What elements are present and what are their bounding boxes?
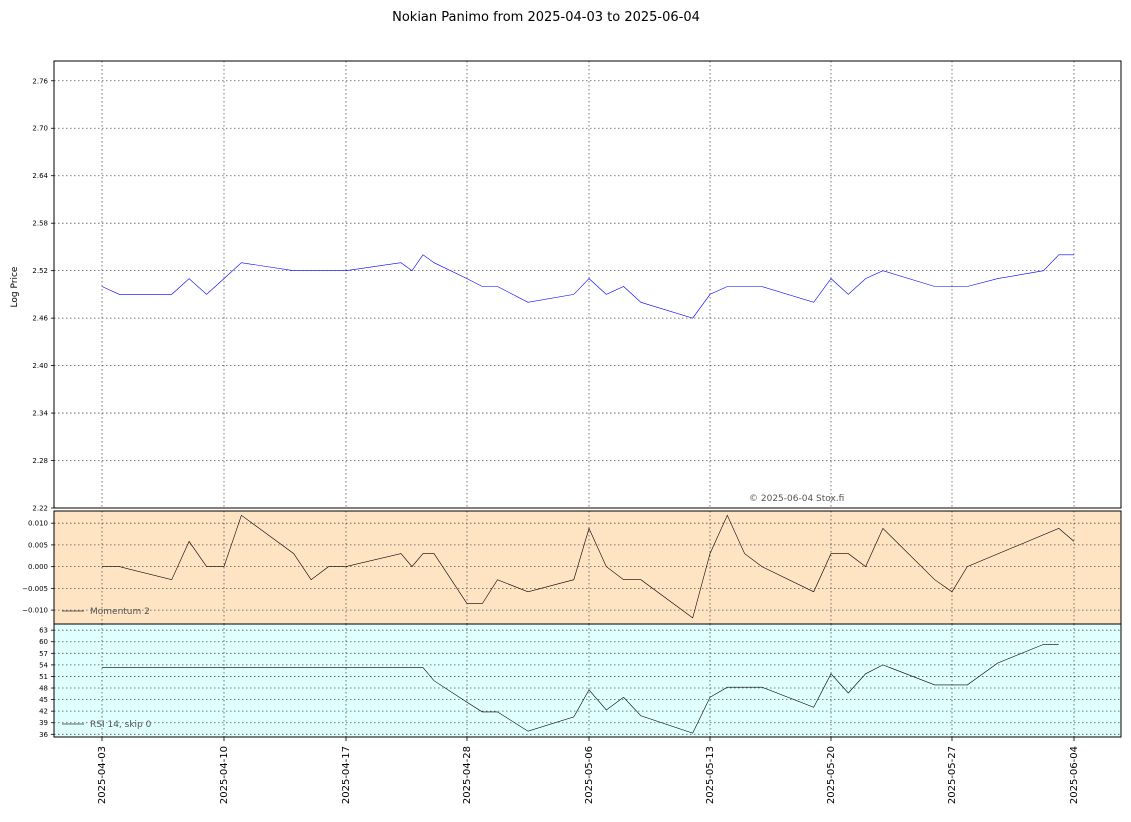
y-tick-label: 0.010 (28, 520, 48, 528)
copyright-label: © 2025-06-04 Stox.fi (749, 494, 844, 504)
chart-title: Nokian Panimo from 2025-04-03 to 2025-06… (392, 10, 700, 25)
legend-label: RSI 14, skip 0 (90, 720, 152, 730)
y-axis-label: Log Price (10, 266, 20, 307)
x-tick-label: 2025-05-20 (826, 746, 837, 804)
y-tick-label: 2.22 (32, 505, 48, 513)
x-tick-label: 2025-04-28 (462, 746, 473, 804)
x-tick-label: 2025-05-06 (584, 746, 595, 804)
y-tick-label: 63 (39, 627, 48, 635)
y-tick-label: 57 (39, 650, 48, 658)
y-tick-label: 36 (39, 731, 48, 739)
x-tick-label: 2025-04-17 (341, 746, 352, 804)
y-tick-label: 39 (39, 719, 48, 727)
series-line (102, 644, 1059, 734)
panel-background (54, 61, 1121, 508)
y-tick-label: 2.58 (32, 220, 48, 228)
y-tick-label: 2.70 (32, 125, 48, 133)
y-tick-label: 2.46 (32, 315, 48, 323)
y-tick-label: 54 (39, 661, 48, 669)
y-tick-label: −0.010 (22, 607, 48, 615)
momentum-panel: −0.010 −0.005 0.000 0.005 0.010 Momentum 2 (22, 510, 1122, 625)
rsi-panel: 36 39 42 45 48 51 54 57 60 63 RSI 14, skip 0 (39, 623, 1122, 739)
panel-frame (53, 623, 1122, 738)
y-tick-label: 0.005 (28, 541, 48, 549)
y-tick-label: 2.52 (32, 267, 48, 275)
y-tick-label: 2.34 (32, 410, 48, 418)
x-tick-label: 2025-04-10 (219, 746, 230, 804)
y-tick-label: 2.76 (32, 77, 48, 85)
panel-background (54, 624, 1121, 737)
y-tick-label: 2.40 (32, 362, 48, 370)
x-axis: 2025-04-03 2025-04-10 2025-04-17 2025-04-28… (97, 737, 1080, 804)
panel-background (54, 511, 1121, 624)
y-tick-label: 51 (39, 673, 48, 681)
x-tick-label: 2025-04-03 (97, 746, 108, 804)
x-tick-label: 2025-05-13 (705, 746, 716, 804)
panel-frame (53, 60, 1122, 509)
y-tick-label: −0.005 (22, 585, 48, 593)
y-tick-label: 2.28 (32, 457, 48, 465)
y-tick-label: 2.64 (32, 172, 48, 180)
x-tick-label: 2025-05-27 (947, 746, 958, 804)
y-tick-label: 0.000 (28, 563, 48, 571)
y-tick-label: 42 (39, 708, 48, 716)
y-tick-label: 60 (39, 638, 48, 646)
price-panel: 2.22 2.28 2.34 2.40 2.46 2.52 2.58 2.64 2.70 2.76 (32, 60, 1122, 513)
legend-label: Momentum 2 (90, 607, 150, 617)
y-tick-label: 48 (39, 685, 48, 693)
x-tick-label: 2025-06-04 (1069, 746, 1080, 804)
y-tick-label: 45 (39, 696, 48, 704)
